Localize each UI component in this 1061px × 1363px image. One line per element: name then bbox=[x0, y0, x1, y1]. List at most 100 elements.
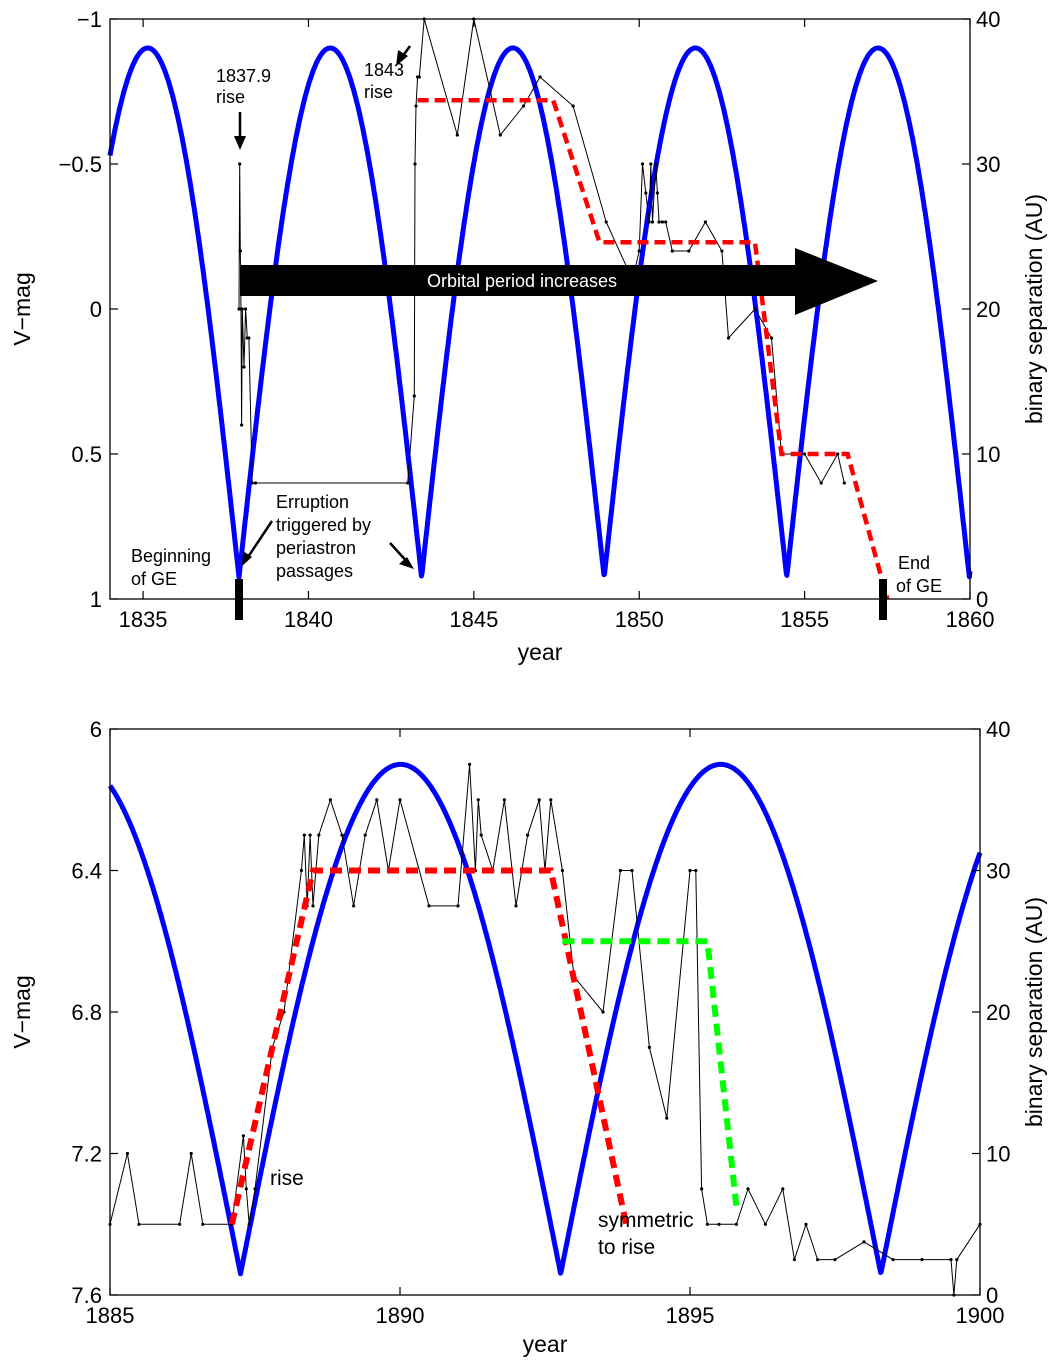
binary-separation-curve bbox=[107, 761, 983, 1277]
light-curve-point bbox=[819, 481, 823, 485]
end-ge-label-2: of GE bbox=[896, 576, 942, 596]
y-tick-label: 6.8 bbox=[71, 1000, 102, 1025]
light-curve-point bbox=[125, 1151, 129, 1156]
light-curve-line bbox=[109, 764, 981, 1296]
light-curve-point bbox=[694, 868, 698, 873]
light-curve-point bbox=[657, 220, 661, 224]
top-ylabel: V−mag bbox=[9, 272, 35, 346]
light-curve-point bbox=[456, 904, 460, 908]
light-curve-point bbox=[363, 833, 367, 837]
x-tick-label: 1840 bbox=[284, 607, 333, 632]
light-curve-point bbox=[640, 162, 645, 166]
light-curve bbox=[237, 17, 846, 485]
rise-1837-label-2: rise bbox=[216, 87, 245, 107]
separation-line bbox=[107, 761, 983, 1277]
top-panel: Orbital period increases 1837.9 rise 184… bbox=[9, 7, 1047, 665]
y-tick-label: 6 bbox=[90, 717, 102, 742]
x-tick-label: 1835 bbox=[119, 607, 168, 632]
light-curve-point bbox=[302, 833, 306, 837]
light-curve-point bbox=[803, 452, 807, 456]
light-curve-point bbox=[201, 1222, 205, 1226]
y2-tick-label: 20 bbox=[986, 1000, 1010, 1025]
light-curve-point bbox=[244, 307, 248, 311]
light-curve-point bbox=[340, 833, 344, 837]
light-curve-point bbox=[476, 798, 480, 802]
light-curve-point bbox=[955, 1258, 959, 1262]
light-curve-point bbox=[654, 162, 658, 166]
light-curve bbox=[108, 762, 982, 1297]
light-curve-point bbox=[726, 336, 731, 340]
y2-tick-label: 0 bbox=[986, 1283, 998, 1308]
x-tick-label: 1890 bbox=[376, 1303, 425, 1328]
light-curve-point bbox=[427, 904, 431, 908]
light-curve-point bbox=[479, 833, 483, 837]
light-curve-point bbox=[398, 798, 402, 802]
light-curve-point bbox=[238, 249, 242, 253]
light-curve-point bbox=[242, 365, 246, 369]
bottom-plot-frame bbox=[109, 728, 981, 1296]
x-tick-label: 1845 bbox=[449, 607, 498, 632]
y-tick-label: −1 bbox=[77, 7, 102, 32]
light-curve-point bbox=[647, 220, 651, 224]
top-xlabel: year bbox=[518, 639, 563, 665]
light-curve-point bbox=[601, 1010, 605, 1014]
light-curve-point bbox=[687, 249, 691, 253]
y-tick-label: 7.2 bbox=[71, 1142, 102, 1167]
model-lines bbox=[228, 867, 740, 1225]
x-tick-label: 1895 bbox=[666, 1303, 715, 1328]
light-curve-point bbox=[537, 798, 541, 802]
top-axes: 1835 1840 1845 1850 1855 1860−1−0.500.51 01020… bbox=[59, 7, 1001, 632]
y2-tick-label: 30 bbox=[976, 152, 1000, 177]
light-curve-point bbox=[560, 868, 565, 873]
y-tick-label: 0 bbox=[90, 297, 102, 322]
light-curve-point bbox=[618, 868, 623, 873]
light-curve-point bbox=[842, 481, 846, 485]
light-curve-point bbox=[781, 1187, 785, 1191]
light-curve-point bbox=[250, 481, 254, 485]
rise-1837-label-1: 1837.9 bbox=[216, 66, 271, 86]
binary-separation-curve bbox=[107, 45, 973, 580]
light-curve-point bbox=[746, 1187, 750, 1191]
light-curve-point bbox=[649, 162, 653, 166]
rise-model-line bbox=[228, 867, 630, 1225]
light-curve-point bbox=[763, 1222, 768, 1226]
y-tick-label: 1 bbox=[90, 587, 102, 612]
light-curve-point bbox=[247, 1222, 251, 1226]
light-curve-point bbox=[862, 1240, 866, 1244]
symmetric-model-line bbox=[562, 938, 740, 1207]
light-curve-point bbox=[650, 220, 655, 224]
light-curve-point bbox=[660, 220, 665, 224]
light-curve-point bbox=[664, 220, 668, 224]
orbital-period-arrow bbox=[240, 248, 878, 315]
light-curve-point bbox=[655, 191, 660, 195]
light-curve-point bbox=[604, 220, 608, 224]
end-ge-label-1: End bbox=[898, 553, 930, 573]
light-curve-point bbox=[526, 833, 530, 837]
step-model-line bbox=[417, 97, 890, 600]
bottom-y2label: binary separation (AU) bbox=[1021, 897, 1047, 1127]
y2-tick-label: 40 bbox=[986, 717, 1010, 742]
light-curve-point bbox=[717, 1222, 721, 1226]
y2-tick-label: 10 bbox=[986, 1142, 1010, 1167]
x-tick-label: 1850 bbox=[615, 607, 664, 632]
annotation-marks: Orbital period increases 1837.9 rise 184… bbox=[131, 45, 942, 620]
light-curve-point bbox=[804, 1222, 808, 1226]
light-curve-point bbox=[647, 1045, 652, 1049]
light-curve-point bbox=[753, 307, 757, 311]
annotation-arrows bbox=[238, 45, 412, 566]
light-curve-point bbox=[178, 1222, 182, 1226]
light-curve-point bbox=[253, 1187, 257, 1191]
light-curve-point bbox=[317, 833, 321, 837]
light-curve-point bbox=[189, 1151, 193, 1156]
eruption-label-2: triggered by bbox=[276, 515, 371, 535]
light-curve-point bbox=[498, 133, 502, 137]
light-curve-point bbox=[238, 162, 242, 166]
light-curve-point bbox=[630, 868, 634, 873]
orbital-period-arrow-label: Orbital period increases bbox=[427, 271, 617, 291]
light-curve-point bbox=[412, 394, 416, 398]
rise-1843-label-2: rise bbox=[364, 82, 393, 102]
light-curve-point bbox=[247, 336, 251, 340]
top-y2label: binary separation (AU) bbox=[1021, 194, 1047, 424]
bottom-xlabel: year bbox=[523, 1331, 568, 1357]
bottom-axes: 1885 1890 1895 1900 6 6.4 6.8 7.2 7.6 0 10 20 30 40 bbox=[71, 717, 1010, 1328]
